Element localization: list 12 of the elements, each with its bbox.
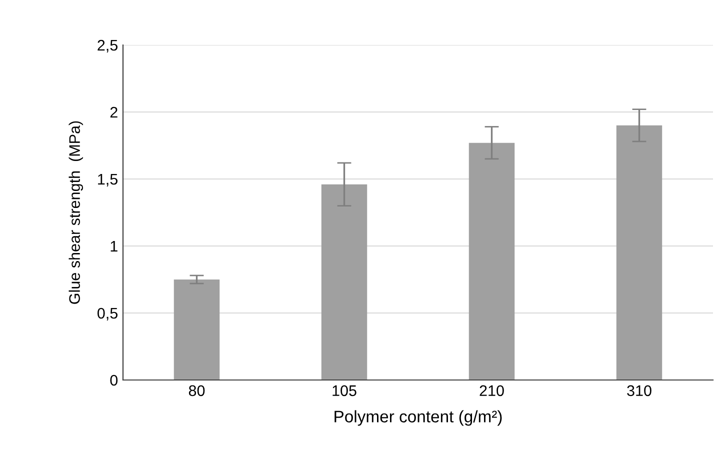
x-tick-label: 210 [480, 385, 504, 396]
y-tick-label: 0 [110, 374, 118, 386]
y-tick-label: 2 [110, 106, 118, 118]
y-tick-label: 2,5 [98, 40, 118, 52]
y-tick-label: 1,5 [98, 174, 118, 186]
y-axis-title: Glue shear strength (MPa) [68, 121, 84, 304]
x-tick-label: 105 [332, 385, 356, 396]
x-tick-label: 310 [627, 385, 652, 396]
x-tick-label: 80 [188, 385, 205, 396]
x-axis-title: Polymer content (g/m²) [334, 410, 502, 426]
y-tick-label: 0,5 [98, 308, 118, 320]
y-tick-label: 1 [110, 241, 118, 252]
